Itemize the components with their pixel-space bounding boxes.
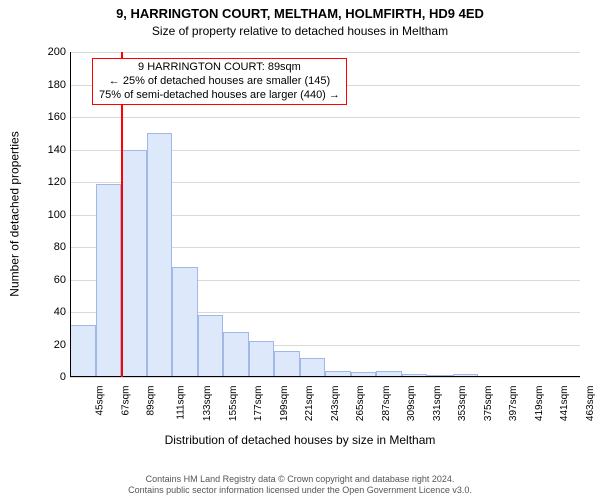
y-tick-label: 100 bbox=[48, 209, 70, 221]
histogram-bar bbox=[198, 315, 224, 377]
x-tick-label: 353sqm bbox=[457, 386, 468, 422]
histogram-bar bbox=[274, 351, 300, 377]
y-tick-label: 180 bbox=[48, 79, 70, 91]
x-tick-label: 177sqm bbox=[253, 386, 264, 422]
x-tick-label: 287sqm bbox=[381, 386, 392, 422]
histogram-bar bbox=[172, 267, 198, 378]
histogram-bar bbox=[300, 358, 326, 378]
annotation-box: 9 HARRINGTON COURT: 89sqm ← 25% of detac… bbox=[92, 58, 347, 105]
y-axis-label: Number of detached properties bbox=[7, 51, 21, 376]
x-tick-label: 309sqm bbox=[406, 386, 417, 422]
chart-title: 9, HARRINGTON COURT, MELTHAM, HOLMFIRTH,… bbox=[0, 6, 600, 21]
x-tick-label: 45sqm bbox=[95, 386, 106, 416]
attribution-line-1: Contains HM Land Registry data © Crown c… bbox=[6, 474, 594, 485]
y-tick-label: 200 bbox=[48, 46, 70, 58]
histogram-bar bbox=[121, 150, 147, 378]
x-tick-label: 441sqm bbox=[559, 386, 570, 422]
x-tick-label: 375sqm bbox=[483, 386, 494, 422]
plot-area: 02040608010012014016018020045sqm67sqm89s… bbox=[70, 52, 580, 377]
x-tick-label: 397sqm bbox=[508, 386, 519, 422]
x-tick-label: 199sqm bbox=[279, 386, 290, 422]
annotation-line-1: 9 HARRINGTON COURT: 89sqm bbox=[99, 61, 340, 75]
x-tick-label: 89sqm bbox=[146, 386, 157, 416]
histogram-bar bbox=[147, 133, 173, 377]
annotation-line-2: ← 25% of detached houses are smaller (14… bbox=[99, 75, 340, 89]
chart-container: 9, HARRINGTON COURT, MELTHAM, HOLMFIRTH,… bbox=[0, 0, 600, 500]
attribution: Contains HM Land Registry data © Crown c… bbox=[0, 470, 600, 500]
y-tick-label: 140 bbox=[48, 144, 70, 156]
histogram-bar bbox=[70, 325, 96, 377]
chart-subtitle: Size of property relative to detached ho… bbox=[0, 24, 600, 38]
x-tick-label: 67sqm bbox=[120, 386, 131, 416]
x-tick-label: 265sqm bbox=[355, 386, 366, 422]
y-tick-label: 120 bbox=[48, 176, 70, 188]
y-tick-label: 160 bbox=[48, 111, 70, 123]
gridline bbox=[70, 117, 580, 118]
y-tick-label: 60 bbox=[54, 274, 70, 286]
y-axis-line bbox=[70, 52, 71, 377]
gridline bbox=[70, 377, 580, 378]
histogram-bar bbox=[223, 332, 249, 378]
y-tick-label: 80 bbox=[54, 241, 70, 253]
annotation-line-3: 75% of semi-detached houses are larger (… bbox=[99, 89, 340, 103]
y-tick-label: 20 bbox=[54, 339, 70, 351]
y-tick-label: 0 bbox=[60, 371, 70, 383]
y-tick-label: 40 bbox=[54, 306, 70, 318]
attribution-line-2: Contains public sector information licen… bbox=[6, 485, 594, 496]
x-tick-label: 243sqm bbox=[330, 386, 341, 422]
gridline bbox=[70, 52, 580, 53]
x-tick-label: 331sqm bbox=[432, 386, 443, 422]
histogram-bar bbox=[249, 341, 275, 377]
x-tick-label: 463sqm bbox=[585, 386, 596, 422]
x-axis-line bbox=[70, 376, 580, 377]
x-tick-label: 111sqm bbox=[175, 386, 186, 420]
x-tick-label: 155sqm bbox=[228, 386, 239, 422]
x-tick-label: 419sqm bbox=[534, 386, 545, 422]
x-tick-label: 221sqm bbox=[304, 386, 315, 422]
x-axis-label: Distribution of detached houses by size … bbox=[0, 433, 600, 447]
histogram-bar bbox=[96, 184, 122, 377]
x-tick-label: 133sqm bbox=[202, 386, 213, 422]
